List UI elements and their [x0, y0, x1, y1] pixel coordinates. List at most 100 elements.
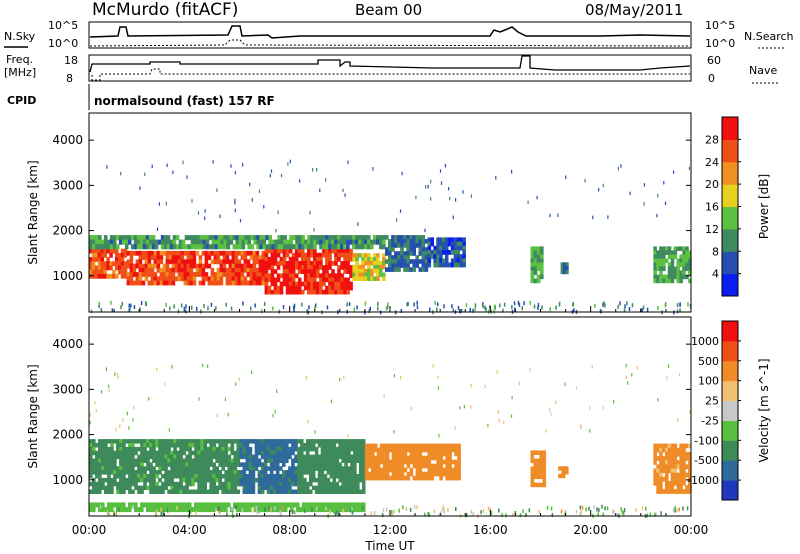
data-cell	[185, 470, 189, 475]
colorbar-segment	[722, 400, 738, 421]
data-cell	[107, 489, 111, 494]
data-cell	[234, 255, 239, 260]
data-cell	[246, 272, 251, 277]
data-cell	[121, 235, 126, 241]
data-cell	[172, 244, 177, 250]
data-cell	[565, 269, 569, 275]
data-cell	[176, 489, 180, 494]
data-cell	[373, 235, 377, 241]
data-cell	[131, 502, 135, 508]
data-cell	[343, 235, 347, 241]
data-cell	[210, 250, 215, 256]
data-cell	[673, 489, 678, 494]
data-cell	[133, 239, 138, 245]
data-cell	[364, 447, 369, 453]
data-cell	[409, 267, 413, 272]
data-cell	[341, 485, 345, 491]
data-cell	[275, 446, 280, 452]
data-cell	[245, 477, 250, 483]
data-cell	[186, 280, 191, 286]
data-cell	[459, 237, 463, 243]
data-cell	[310, 239, 314, 245]
data-cell	[235, 235, 240, 241]
data-cell	[267, 277, 272, 283]
data-cell	[539, 462, 544, 468]
data-cell	[107, 507, 111, 513]
data-cell	[185, 485, 189, 491]
data-cell	[433, 245, 437, 251]
data-cell	[132, 263, 137, 269]
data-cell	[176, 481, 180, 487]
data-cell	[109, 239, 114, 245]
data-cell	[152, 458, 156, 463]
data-cell	[450, 241, 455, 247]
data-cell	[337, 273, 341, 279]
data-cell	[457, 443, 461, 449]
data-cell	[158, 485, 162, 491]
data-cell	[188, 462, 192, 467]
data-cell	[356, 439, 360, 444]
freq-label-2: [MHz]	[4, 66, 36, 79]
speck-cell	[549, 213, 551, 218]
data-cell	[436, 451, 440, 457]
data-cell	[120, 252, 125, 258]
nave-line	[91, 68, 690, 81]
data-cell	[670, 250, 675, 255]
data-cell	[300, 474, 304, 479]
data-cell	[326, 481, 331, 487]
data-cell	[230, 458, 235, 463]
noise-cell	[493, 304, 496, 309]
data-cell	[184, 244, 189, 250]
noise-cell	[256, 510, 258, 514]
data-cell	[252, 276, 257, 282]
data-cell	[397, 443, 402, 449]
data-cell	[173, 446, 177, 452]
data-cell	[117, 257, 122, 262]
data-cell	[662, 443, 666, 449]
data-cell	[679, 254, 683, 260]
noise-cell	[115, 511, 117, 516]
data-cell	[453, 258, 458, 264]
noise-cell	[98, 301, 101, 306]
freq-tick-top: 18	[64, 54, 78, 67]
data-cell	[189, 272, 194, 277]
data-cell	[155, 485, 159, 491]
noise-cell	[645, 506, 647, 511]
noise-cell	[133, 305, 136, 309]
data-cell	[285, 285, 290, 291]
data-cell	[104, 450, 108, 456]
data-cell	[310, 273, 314, 279]
data-cell	[329, 446, 334, 452]
data-cell	[177, 263, 182, 269]
data-cell	[533, 474, 538, 480]
data-cell	[176, 466, 180, 471]
data-cell	[367, 455, 372, 461]
data-cell	[210, 272, 215, 277]
data-cell	[245, 446, 250, 452]
data-cell	[322, 273, 326, 279]
data-cell	[107, 450, 111, 456]
speck-cell	[158, 202, 160, 206]
data-cell	[275, 450, 280, 456]
data-cell	[282, 273, 287, 279]
data-band	[89, 502, 366, 513]
data-cell	[352, 272, 356, 278]
data-cell	[379, 447, 384, 453]
data-cell	[439, 237, 443, 243]
data-cell	[170, 502, 174, 508]
data-cell	[457, 463, 461, 469]
data-cell	[270, 256, 275, 262]
data-cell	[682, 460, 686, 465]
data-cell	[406, 255, 410, 260]
data-cell	[679, 464, 683, 470]
data-cell	[530, 474, 535, 480]
data-cell	[653, 270, 657, 276]
data-cell	[104, 446, 108, 452]
data-cell	[128, 481, 132, 487]
data-cell	[382, 447, 387, 453]
data-cell	[204, 259, 209, 265]
data-cell	[340, 277, 344, 283]
data-cell	[273, 281, 278, 287]
data-cell	[688, 456, 692, 461]
data-cell	[177, 250, 182, 256]
